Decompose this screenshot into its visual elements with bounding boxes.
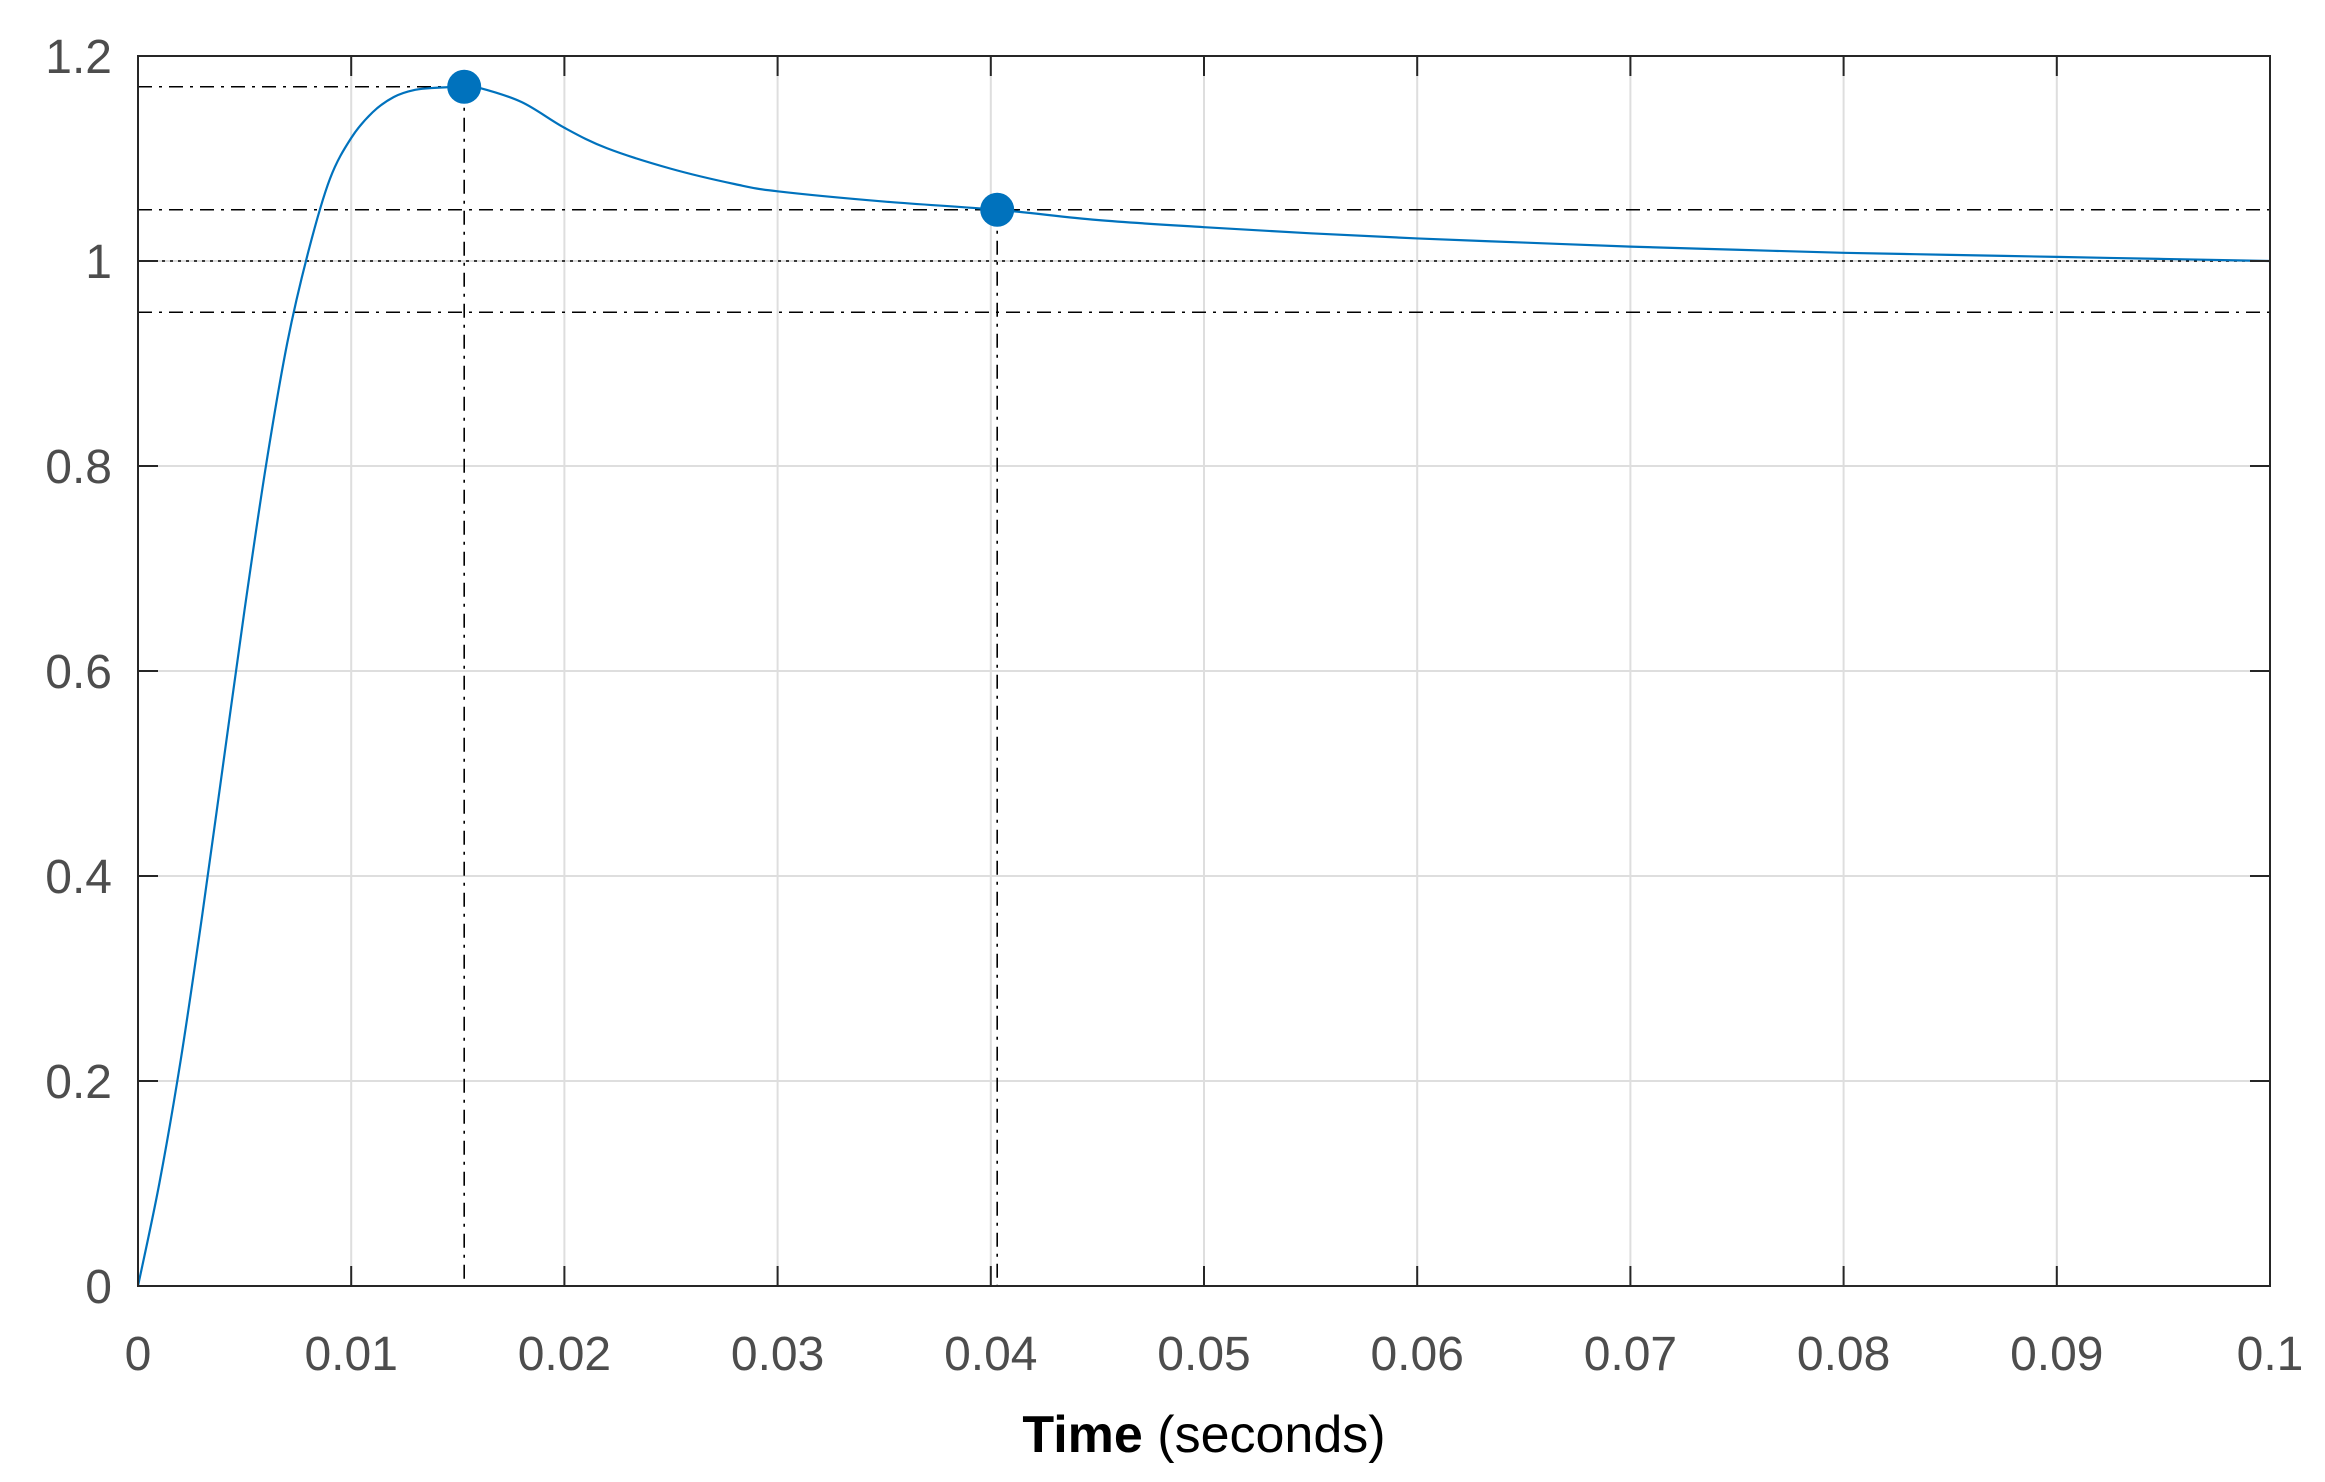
y-tick-label: 0.8	[45, 441, 112, 494]
x-tick-label: 0.09	[2010, 1328, 2103, 1381]
x-tick-label: 0.1	[2237, 1328, 2304, 1381]
peak-marker	[447, 69, 482, 104]
x-tick-label: 0	[125, 1328, 152, 1381]
settling-marker	[980, 192, 1015, 227]
x-axis-label-rest: (seconds)	[1143, 1406, 1386, 1464]
x-tick-label: 0.05	[1157, 1328, 1250, 1381]
x-tick-label: 0.04	[944, 1328, 1037, 1381]
x-tick-label: 0.07	[1584, 1328, 1677, 1381]
response-line	[136, 85, 2271, 1287]
y-tick-label: 0.2	[45, 1056, 112, 1109]
x-axis-ticks: 0 0.01 0.02 0.03 0.04 0.05 0.06 0.07 0.08 0.09 0.1	[125, 56, 2304, 1381]
y-tick-label: 0.6	[45, 646, 112, 699]
x-axis-label-bold: Time	[1022, 1406, 1142, 1464]
x-axis-label: Time (seconds)	[1022, 1406, 1385, 1464]
y-tick-label: 0.4	[45, 851, 112, 904]
y-tick-label: 0	[85, 1261, 112, 1314]
y-tick-label: 1	[85, 236, 112, 289]
marker-points	[447, 69, 1015, 227]
x-tick-label: 0.02	[518, 1328, 611, 1381]
x-tick-label: 0.03	[731, 1328, 824, 1381]
y-axis-ticks: 0 0.2 0.4 0.6 0.8 1 1.2	[45, 31, 2270, 1314]
x-tick-label: 0.01	[304, 1328, 397, 1381]
y-tick-label: 1.2	[45, 31, 112, 84]
reference-lines	[138, 85, 2270, 1286]
x-tick-label: 0.06	[1370, 1328, 1463, 1381]
x-tick-label: 0.08	[1797, 1328, 1890, 1381]
